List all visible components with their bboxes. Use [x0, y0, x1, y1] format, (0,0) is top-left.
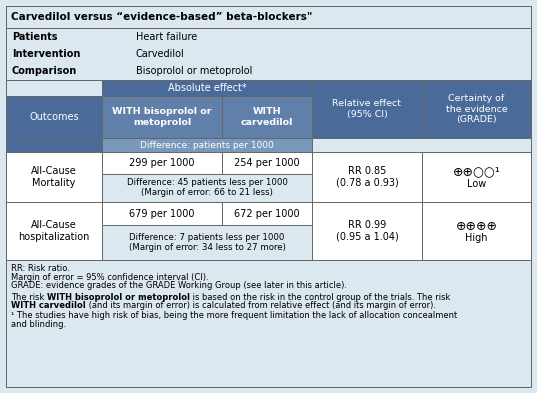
- Bar: [6, 202, 102, 260]
- Text: Difference: 45 patients less per 1000
(Margin of error: 66 to 21 less): Difference: 45 patients less per 1000 (M…: [127, 178, 287, 197]
- Text: High: High: [465, 233, 488, 243]
- Text: is based on the risk in the control group of the trials. The risk: is based on the risk in the control grou…: [190, 292, 451, 301]
- Bar: [422, 202, 531, 260]
- Text: Relative effect
(95% CI): Relative effect (95% CI): [332, 99, 402, 119]
- Text: Comparison: Comparison: [12, 66, 77, 76]
- Text: Patients: Patients: [12, 32, 57, 42]
- Bar: [6, 138, 102, 152]
- Bar: [422, 152, 531, 202]
- Text: Absolute effect*: Absolute effect*: [168, 83, 246, 93]
- Text: and blinding.: and blinding.: [11, 320, 66, 329]
- Text: Difference: 7 patients less per 1000
(Margin of error: 34 less to 27 more): Difference: 7 patients less per 1000 (Ma…: [128, 233, 286, 252]
- Bar: [6, 6, 531, 28]
- Bar: [102, 80, 312, 96]
- Text: WITH bisoprolol or metoprolol: WITH bisoprolol or metoprolol: [47, 292, 190, 301]
- Text: Certainty of
the evidence
(GRADE): Certainty of the evidence (GRADE): [446, 94, 507, 124]
- Bar: [222, 202, 312, 225]
- Text: ⊕⊕○○¹: ⊕⊕○○¹: [453, 165, 500, 178]
- Bar: [102, 152, 222, 173]
- Bar: [102, 96, 222, 138]
- Bar: [102, 225, 312, 260]
- Bar: [222, 152, 312, 173]
- Text: All-Cause
hospitalization: All-Cause hospitalization: [18, 220, 90, 242]
- Text: All-Cause
Mortality: All-Cause Mortality: [31, 166, 77, 188]
- Text: RR: Risk ratio.: RR: Risk ratio.: [11, 264, 70, 273]
- Text: 672 per 1000: 672 per 1000: [234, 209, 300, 219]
- Text: Heart failure: Heart failure: [136, 32, 197, 42]
- Bar: [312, 152, 422, 202]
- Text: Intervention: Intervention: [12, 49, 81, 59]
- Text: Margin of error = 95% confidence interval (CI).: Margin of error = 95% confidence interva…: [11, 272, 209, 281]
- Bar: [422, 80, 531, 138]
- Text: The risk: The risk: [11, 292, 47, 301]
- Bar: [312, 80, 422, 138]
- Text: (and its margin of error) is calculated from relative effect (and its margin of : (and its margin of error) is calculated …: [86, 301, 436, 310]
- Text: 679 per 1000: 679 per 1000: [129, 209, 195, 219]
- Text: Outcomes: Outcomes: [29, 112, 79, 122]
- Text: Bisoprolol or metoprolol: Bisoprolol or metoprolol: [136, 66, 252, 76]
- Text: Carvedilol versus “evidence-based” beta-blockers": Carvedilol versus “evidence-based” beta-…: [11, 12, 313, 22]
- Bar: [6, 96, 102, 138]
- Text: Low: Low: [467, 179, 486, 189]
- Bar: [102, 138, 312, 152]
- Text: RR 0.85
(0.78 a 0.93): RR 0.85 (0.78 a 0.93): [336, 166, 398, 188]
- Bar: [222, 96, 312, 138]
- Bar: [102, 173, 312, 202]
- Text: WITH
carvedilol: WITH carvedilol: [241, 107, 293, 127]
- Text: ¹ The studies have high risk of bias, being the more frequent limitation the lac: ¹ The studies have high risk of bias, be…: [11, 312, 457, 321]
- Bar: [6, 260, 531, 387]
- Text: GRADE: evidence grades of the GRADE Working Group (see later in this article).: GRADE: evidence grades of the GRADE Work…: [11, 281, 347, 290]
- Bar: [6, 28, 531, 80]
- Bar: [102, 202, 222, 225]
- Bar: [312, 202, 422, 260]
- Text: Difference: patients per 1000: Difference: patients per 1000: [140, 141, 274, 149]
- Text: RR 0.99
(0.95 a 1.04): RR 0.99 (0.95 a 1.04): [336, 220, 398, 242]
- Text: ⊕⊕⊕⊕: ⊕⊕⊕⊕: [455, 220, 497, 233]
- Text: 299 per 1000: 299 per 1000: [129, 158, 195, 168]
- Bar: [6, 152, 102, 202]
- Text: WITH carvedilol: WITH carvedilol: [11, 301, 86, 310]
- Text: WITH bisoprolol or
metoprolol: WITH bisoprolol or metoprolol: [112, 107, 212, 127]
- Text: Carvedilol: Carvedilol: [136, 49, 185, 59]
- Text: 254 per 1000: 254 per 1000: [234, 158, 300, 168]
